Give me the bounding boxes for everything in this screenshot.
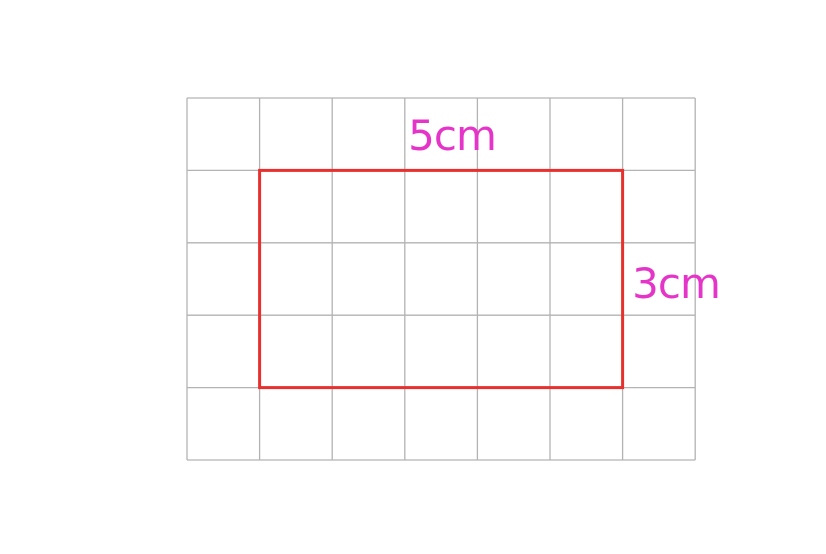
- width-label: 5cm: [408, 111, 496, 160]
- rectangle-outline: [258, 168, 625, 390]
- height-label: 3cm: [632, 259, 720, 308]
